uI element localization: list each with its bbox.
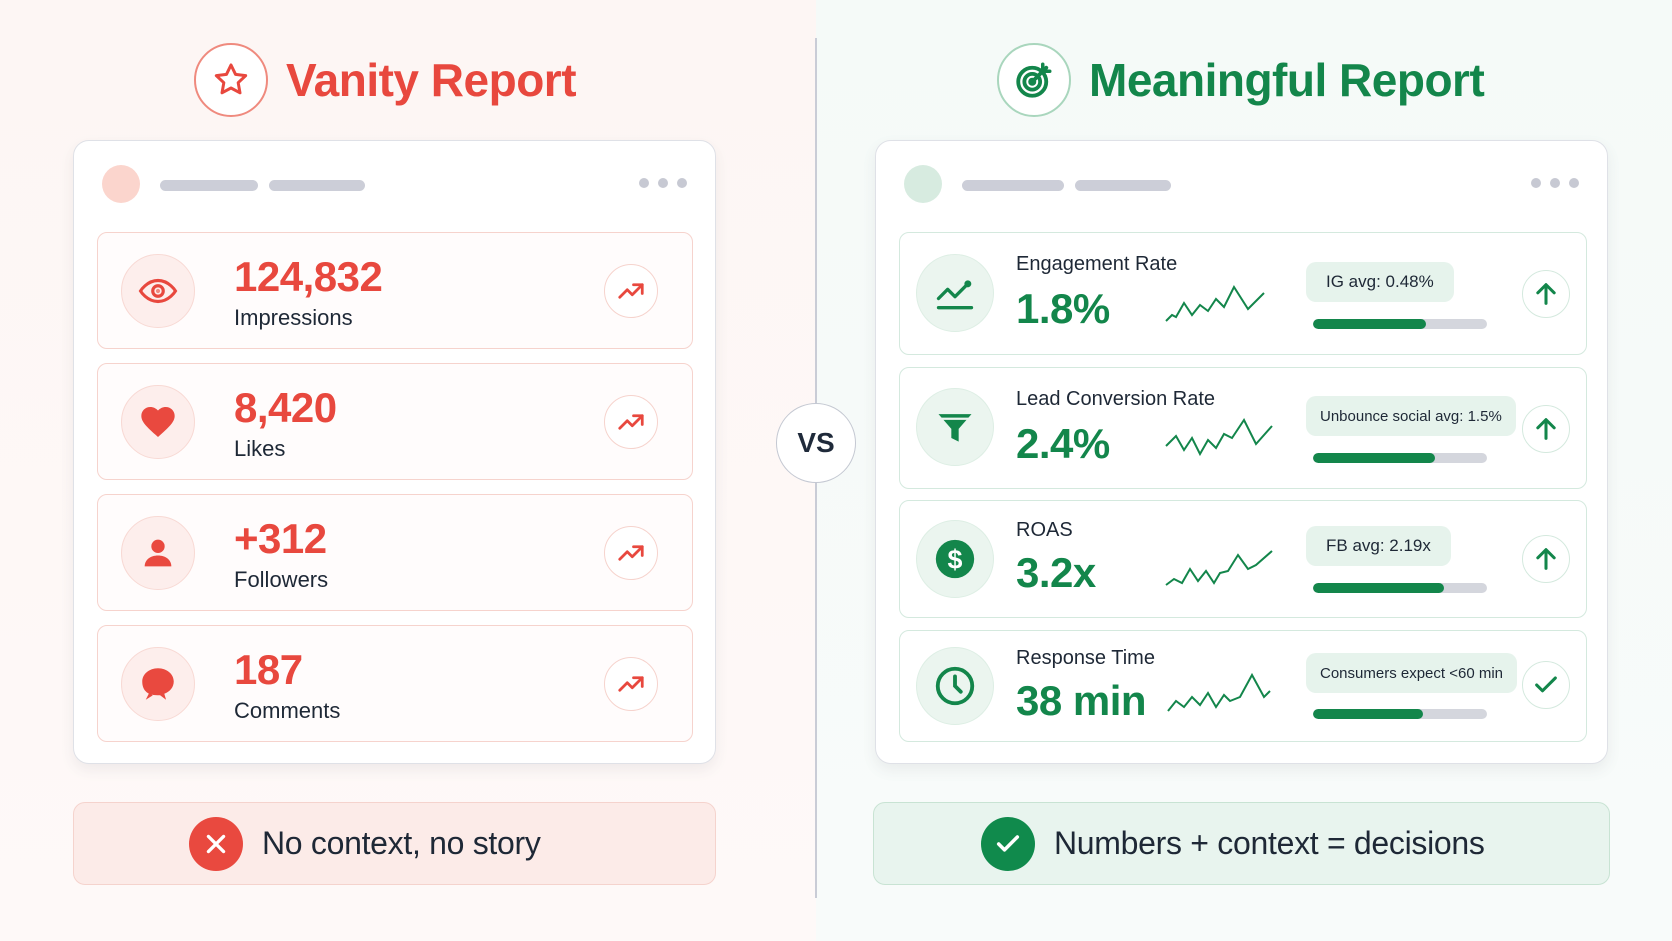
progress-bar	[1313, 709, 1487, 719]
metric-label: ROAS	[1016, 519, 1073, 541]
benchmark-pill: Unbounce social avg: 1.5%	[1306, 396, 1516, 436]
vanity-report-card: 124,832 Impressions 8,420 Likes +312 Fol…	[73, 140, 716, 764]
benchmark-pill: IG avg: 0.48%	[1306, 262, 1454, 302]
heart-icon	[121, 385, 195, 459]
user-icon	[121, 516, 195, 590]
check-icon	[1522, 661, 1570, 709]
metric-label: Engagement Rate	[1016, 253, 1178, 275]
metric-value: 2.4%	[1016, 420, 1110, 467]
title-placeholder-bar	[962, 180, 1064, 191]
line-chart-icon	[916, 254, 994, 332]
meaningful-summary-text: Numbers + context = decisions	[1054, 825, 1485, 861]
card-header-placeholder	[102, 165, 687, 205]
check-circle-icon	[981, 816, 1035, 871]
card-header-placeholder	[904, 165, 1579, 205]
metric-value: 187	[234, 646, 303, 693]
metric-value: 1.8%	[1016, 285, 1110, 332]
vanity-summary-text: No context, no story	[262, 825, 541, 861]
benchmark-pill: Consumers expect <60 min	[1306, 653, 1518, 693]
dollar-icon: $	[916, 520, 994, 598]
meaningful-report-card: Engagement Rate 1.8% IG avg: 0.48% Lead …	[875, 140, 1608, 764]
metric-row-response-time: Response Time 38 min Consumers expect <6…	[899, 630, 1587, 742]
metric-label: Impressions	[234, 305, 353, 330]
trending-up-icon	[604, 395, 658, 449]
more-menu-icon[interactable]	[639, 178, 687, 188]
metric-value: 8,420	[234, 384, 337, 431]
metric-label: Comments	[234, 698, 341, 723]
clock-icon	[916, 647, 994, 725]
progress-bar	[1313, 453, 1487, 463]
meaningful-report-title: Meaningful Report	[1089, 54, 1485, 106]
funnel-icon	[916, 388, 994, 466]
metric-label: Followers	[234, 567, 329, 592]
metric-label: Response Time	[1016, 647, 1155, 669]
eye-icon	[121, 254, 195, 328]
subtitle-placeholder-bar	[269, 180, 365, 191]
vanity-summary-banner: No context, no story	[73, 802, 716, 885]
vanity-report-title: Vanity Report	[286, 54, 577, 106]
progress-bar	[1313, 319, 1487, 329]
star-icon	[194, 43, 268, 117]
benchmark-pill: FB avg: 2.19x	[1306, 526, 1451, 566]
trending-up-icon	[604, 657, 658, 711]
svg-text:$: $	[948, 545, 963, 575]
metric-label: Likes	[234, 436, 286, 461]
sparkline-chart	[1167, 672, 1271, 712]
title-placeholder-bar	[160, 180, 258, 191]
metric-row-comments: 187 Comments	[97, 625, 693, 742]
avatar-placeholder	[904, 165, 942, 203]
metric-row-lead-conversion-rate: Lead Conversion Rate 2.4% Unbounce socia…	[899, 367, 1587, 489]
meaningful-summary-banner: Numbers + context = decisions	[873, 802, 1610, 885]
trending-up-icon	[604, 526, 658, 580]
sparkline-chart	[1165, 418, 1273, 457]
metric-label: Lead Conversion Rate	[1016, 388, 1216, 410]
chat-bubble-icon	[121, 647, 195, 721]
metric-value: 3.2x	[1016, 549, 1096, 596]
metric-value: 124,832	[234, 253, 383, 300]
metric-value: 38 min	[1016, 677, 1147, 724]
avatar-placeholder	[102, 165, 140, 203]
vs-badge: VS	[776, 403, 856, 483]
metric-row-impressions: 124,832 Impressions	[97, 232, 693, 349]
metric-row-roas: $ ROAS 3.2x FB avg: 2.19x	[899, 500, 1587, 618]
arrow-up-icon	[1522, 270, 1570, 318]
subtitle-placeholder-bar	[1075, 180, 1171, 191]
vanity-report-heading: Vanity Report	[194, 43, 577, 117]
arrow-up-icon	[1522, 405, 1570, 453]
metric-value: +312	[234, 515, 327, 562]
x-circle-icon	[189, 816, 243, 871]
metric-row-likes: 8,420 Likes	[97, 363, 693, 480]
metric-row-followers: +312 Followers	[97, 494, 693, 611]
progress-bar	[1313, 583, 1487, 593]
sparkline-chart	[1165, 284, 1265, 322]
meaningful-report-heading: Meaningful Report	[997, 43, 1485, 117]
sparkline-chart	[1165, 550, 1273, 586]
target-icon	[997, 43, 1071, 117]
trending-up-icon	[604, 264, 658, 318]
metric-row-engagement-rate: Engagement Rate 1.8% IG avg: 0.48%	[899, 232, 1587, 355]
more-menu-icon[interactable]	[1531, 178, 1579, 188]
arrow-up-icon	[1522, 535, 1570, 583]
